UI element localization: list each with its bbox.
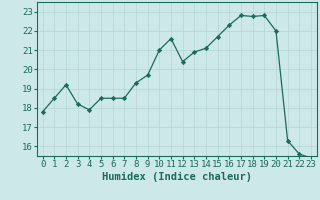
X-axis label: Humidex (Indice chaleur): Humidex (Indice chaleur) [102, 172, 252, 182]
